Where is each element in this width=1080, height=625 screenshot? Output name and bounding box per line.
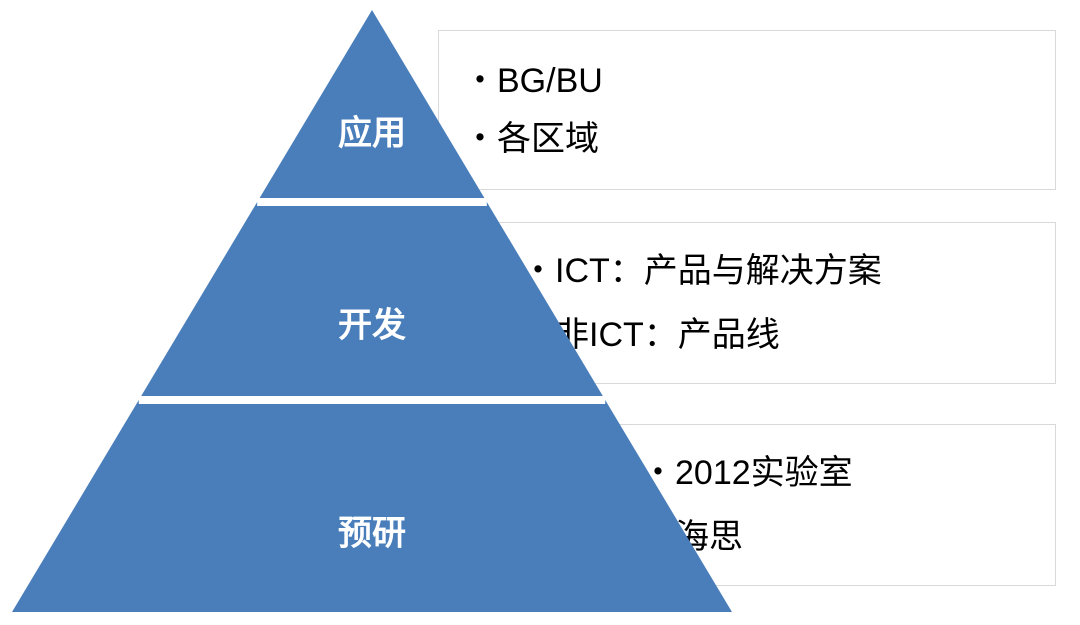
pyramid-shape <box>0 0 1080 625</box>
pyramid-diagram: ・BG/BU・各区域 ・ICT：产品与解决方案・非ICT：产品线 ・2012实验… <box>0 0 1080 625</box>
pyramid-label-bottom: 预研 <box>338 506 406 555</box>
pyramid-label-middle: 开发 <box>338 298 406 347</box>
pyramid-label-top: 应用 <box>338 106 406 155</box>
